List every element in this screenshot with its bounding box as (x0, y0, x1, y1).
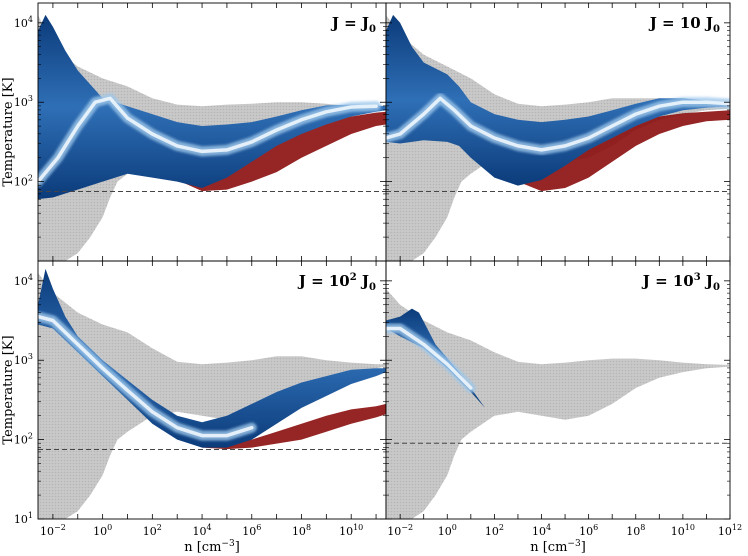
gray-envelope-region (38, 272, 386, 519)
y-tick-label: 103 (14, 94, 33, 109)
panel-label: J = 10 J0 (648, 14, 720, 35)
panel-bottom-left: 101 102 103 104 10−2 100 102 104 106 108 1010 Tempe… (1, 260, 387, 555)
panel-bottom-right: 10−2 100 102 104 106 108 1010 1012 n [cm−3] J = 1… (385, 260, 742, 555)
x-tick-label: 102 (485, 523, 504, 538)
y-tick-label: 104 (14, 273, 33, 288)
gray-envelope-region (386, 288, 730, 519)
x-tick-label: 104 (532, 523, 551, 538)
panel-label: J = 103 J0 (641, 272, 720, 293)
density-core-line (386, 96, 730, 152)
panel-top-right: J = 10 J0 (385, 2, 731, 262)
density-core-line (38, 96, 378, 184)
x-tick-label: 10−2 (387, 523, 413, 538)
blue-density-region (386, 14, 730, 186)
panel-frame (385, 260, 731, 520)
y-tick-label: 104 (14, 15, 33, 30)
x-tick-label: 100 (438, 523, 457, 538)
y-tick-label: 102 (14, 432, 33, 447)
x-axis-title: n [cm−3] (184, 539, 240, 555)
blue-density-region (38, 14, 386, 200)
panel-label: J = 102 J0 (297, 272, 376, 293)
red-density-region (177, 403, 386, 450)
blue-density-region (38, 268, 386, 448)
x-tick-label: 106 (579, 523, 598, 538)
panel-top-left: 102 103 104 Temperature [K] J = J0 (1, 2, 387, 262)
panel-label: J = J0 (330, 14, 376, 35)
y-tick-label: 103 (14, 352, 33, 367)
x-axis-title: n [cm−3] (530, 539, 586, 555)
x-tick-label: 102 (143, 523, 162, 538)
x-tick-label: 1010 (671, 523, 695, 538)
x-tick-label: 100 (93, 523, 112, 538)
density-core-line (38, 314, 254, 438)
x-tick-label: 1012 (718, 523, 742, 538)
y-axis-title: Temperature [K] (1, 335, 16, 444)
density-core-line (386, 326, 473, 390)
y-axis-title: Temperature [K] (1, 77, 16, 186)
x-tick-label: 1010 (339, 523, 363, 538)
x-tick-label: 108 (292, 523, 311, 538)
y-tick-label: 101 (14, 511, 33, 526)
x-tick-label: 104 (193, 523, 212, 538)
x-tick-label: 108 (626, 523, 645, 538)
x-tick-label: 10−2 (40, 523, 66, 538)
y-tick-label: 102 (14, 174, 33, 189)
red-density-region (517, 110, 730, 192)
x-tick-label: 106 (242, 523, 261, 538)
